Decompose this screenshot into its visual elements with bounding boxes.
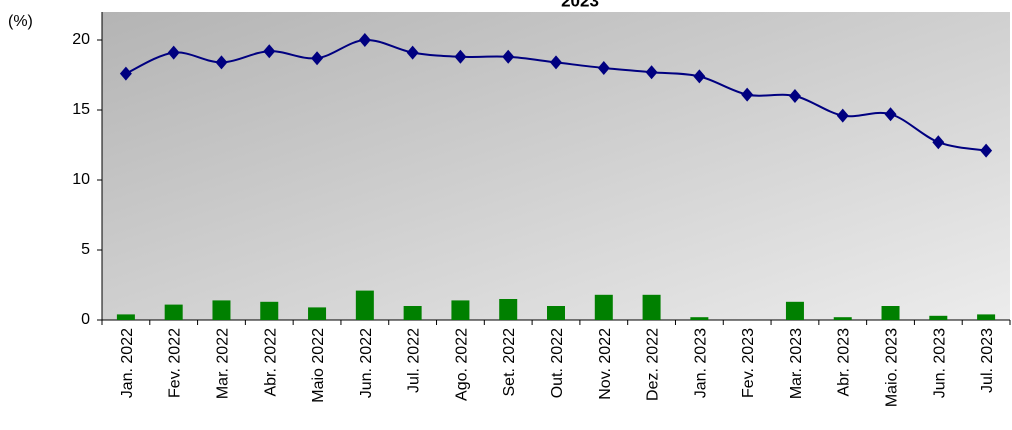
bar [403,306,422,320]
bar [785,301,804,320]
x-tick-label: Set. 2022 [501,328,518,397]
x-tick-label: Out. 2022 [549,328,566,398]
marker [119,66,132,81]
marker [167,45,180,60]
bar [690,317,709,320]
y-tick-label: 5 [81,241,90,258]
marker [597,61,610,75]
x-tick-label: Maio. 2023 [884,328,901,407]
marker [358,33,371,47]
y-axis-label: (%) [8,13,33,30]
bar [499,299,518,320]
bar [977,314,996,320]
x-tick-label: Dez. 2022 [645,328,662,401]
marker [932,135,945,150]
bar [929,315,948,320]
bar [833,317,852,320]
bar [642,294,661,320]
marker [502,49,515,64]
x-tick-label: Nov. 2022 [597,328,614,400]
marker [550,55,562,70]
marker [406,45,419,60]
bar [547,306,565,320]
x-tick-label: Abr. 2023 [836,328,853,397]
x-tick-label: Fev. 2022 [167,328,184,398]
bar [308,307,327,320]
bar [164,304,183,320]
marker [980,143,993,158]
x-tick-label: Jan. 2023 [692,328,709,398]
bar [116,314,135,320]
x-tick-label: Jan. 2022 [119,328,136,398]
bar [881,306,900,320]
y-tick-label: 0 [81,311,90,328]
x-tick-label: Jun. 2023 [931,328,948,398]
y-tick-label: 10 [72,171,90,188]
marker [788,89,801,103]
x-tick-label: Mar. 2023 [788,328,805,399]
marker [836,108,849,123]
x-tick-label: Fev. 2023 [740,328,757,398]
marker [884,107,897,122]
marker [215,55,228,70]
y-tick-label: 15 [72,101,90,118]
marker [263,44,276,59]
x-tick-label: Abr. 2022 [262,328,279,397]
marker [311,51,324,66]
bar [594,294,613,320]
x-tick-label: Mar. 2022 [214,328,231,399]
bar [451,300,470,320]
marker [645,65,658,80]
marker [741,87,754,102]
x-tick-label: Maio 2022 [310,328,327,403]
x-tick-label: Ago. 2022 [453,328,470,401]
bar [355,290,374,320]
bar [212,300,231,320]
bar [260,301,279,320]
x-tick-label: Jun. 2022 [358,328,375,398]
chart-title: 2023 [561,0,599,10]
y-tick-label: 20 [72,31,90,48]
x-tick-label: Jul. 2023 [979,328,996,393]
marker [693,69,706,84]
x-tick-label: Jul. 2022 [406,328,423,393]
marker [454,49,467,64]
